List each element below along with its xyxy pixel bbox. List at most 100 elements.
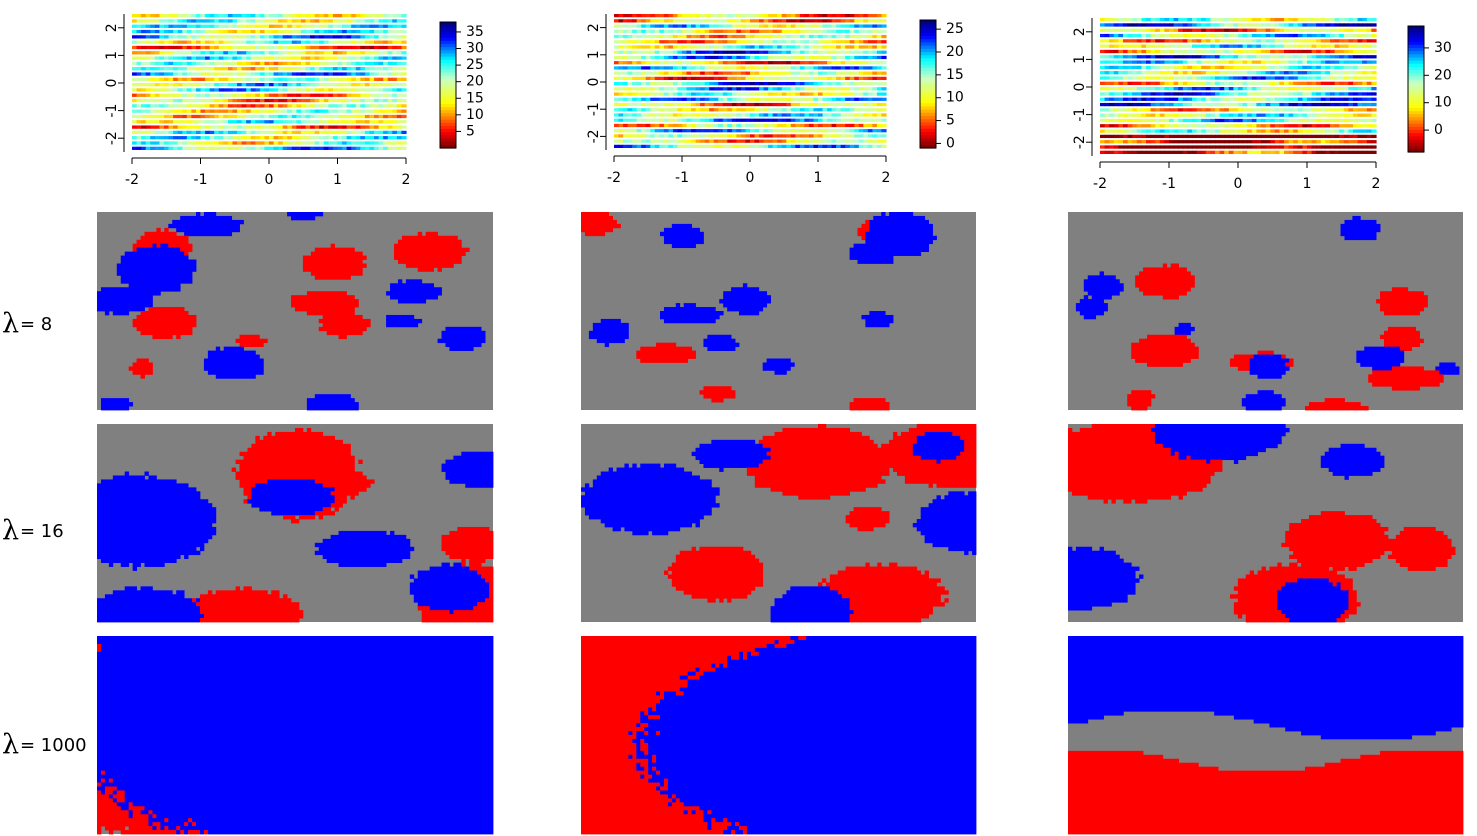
heat-cell: [740, 123, 747, 128]
heat-cell: [1316, 28, 1322, 32]
heat-cell: [1302, 60, 1308, 64]
heat-cell: [750, 71, 756, 75]
heat-cell: [827, 97, 833, 101]
heat-cell: [1132, 124, 1138, 128]
heat-cell: [704, 139, 710, 143]
heat-cell: [736, 144, 742, 149]
heat-cell: [1288, 81, 1294, 85]
heat-cell: [218, 77, 224, 81]
heat-cell: [364, 114, 371, 119]
heat-cell: [218, 72, 224, 76]
heat-cell: [319, 14, 325, 18]
heat-cell: [1104, 92, 1110, 96]
heat-cell: [1113, 49, 1119, 54]
heat-cell: [351, 98, 357, 103]
heat-cell: [1173, 140, 1179, 144]
heat-cell: [1343, 113, 1349, 117]
heat-cell: [1196, 39, 1202, 43]
heat-cell: [191, 141, 197, 145]
heat-cell: [173, 45, 179, 50]
heat-cell: [191, 19, 197, 23]
heat-cell: [822, 29, 828, 33]
heat-cell: [1173, 44, 1179, 48]
heat-cell: [1251, 124, 1257, 128]
heat-cell: [822, 19, 828, 23]
heat-cell: [1242, 23, 1248, 27]
heat-cell: [718, 129, 724, 133]
heat-cell: [264, 77, 270, 81]
heat-cell: [836, 61, 842, 65]
heat-cell: [182, 24, 188, 28]
heat-cell: [881, 144, 887, 149]
heat-cell: [264, 120, 270, 124]
heat-cell: [323, 120, 329, 124]
heat-cell: [876, 134, 883, 138]
heat-cell: [663, 92, 669, 96]
heat-cell: [300, 109, 307, 113]
heat-cell: [1146, 18, 1152, 22]
x-tick-label: 1: [814, 170, 823, 186]
heat-cell: [718, 144, 724, 149]
heat-cell: [777, 61, 783, 65]
heat-cell: [1178, 129, 1184, 133]
heat-cell: [654, 40, 660, 44]
heat-cell: [618, 92, 624, 96]
heat-cell: [364, 51, 371, 55]
heat-cell: [1215, 81, 1221, 85]
heat-cell: [727, 50, 733, 54]
heat-cell: [718, 76, 724, 81]
heat-cell: [1178, 134, 1184, 139]
heat-cell: [1261, 71, 1267, 75]
heat-cell: [818, 113, 824, 117]
heat-cell: [682, 71, 688, 75]
heat-cell: [305, 77, 311, 81]
heat-cell: [709, 87, 715, 91]
heat-cell: [813, 14, 819, 18]
heat-cell: [845, 45, 851, 49]
heat-cell: [314, 45, 320, 50]
heat-cell: [278, 19, 284, 23]
heat-cell: [186, 77, 192, 81]
heat-cell: [1343, 60, 1349, 64]
heat-cell: [291, 24, 297, 28]
heat-cell: [383, 19, 389, 23]
heat-cell: [854, 40, 860, 44]
heat-cell: [246, 98, 252, 103]
heat-cell: [1334, 129, 1340, 133]
heat-cell: [396, 35, 403, 39]
heat-cell: [282, 45, 288, 50]
heat-cell: [1201, 150, 1207, 154]
heat-cell: [813, 61, 819, 65]
y-tick-label: 1: [104, 51, 120, 60]
heat-cell: [831, 71, 837, 75]
heat-cell: [759, 129, 765, 133]
heat-cell: [1100, 92, 1106, 96]
heat-cell: [278, 125, 284, 129]
heat-cell: [186, 35, 192, 39]
heat-cell: [1293, 71, 1299, 75]
heat-cell: [154, 114, 160, 119]
heat-cell: [1348, 87, 1354, 91]
heat-cell: [269, 120, 275, 124]
heat-cell: [768, 134, 774, 138]
heat-cell: [822, 45, 828, 49]
heat-cell: [1182, 140, 1188, 144]
heat-cell: [736, 55, 742, 60]
heat-cell: [1210, 23, 1216, 27]
heat-cell: [374, 56, 380, 60]
heat-cell: [351, 93, 357, 97]
heat-cell: [1150, 55, 1156, 59]
heat-cell: [799, 118, 805, 122]
heat-cell: [1251, 118, 1257, 123]
heat-cell: [677, 14, 683, 18]
heat-cell: [136, 114, 142, 119]
heat-cell: [195, 40, 202, 44]
heat-cell: [291, 77, 297, 81]
heat-cell: [1192, 71, 1198, 75]
colorbar-swatch: [1408, 142, 1424, 147]
heat-cell: [159, 120, 165, 124]
heat-cell: [355, 77, 361, 81]
heat-cell: [218, 120, 224, 124]
heat-cell: [287, 104, 293, 108]
